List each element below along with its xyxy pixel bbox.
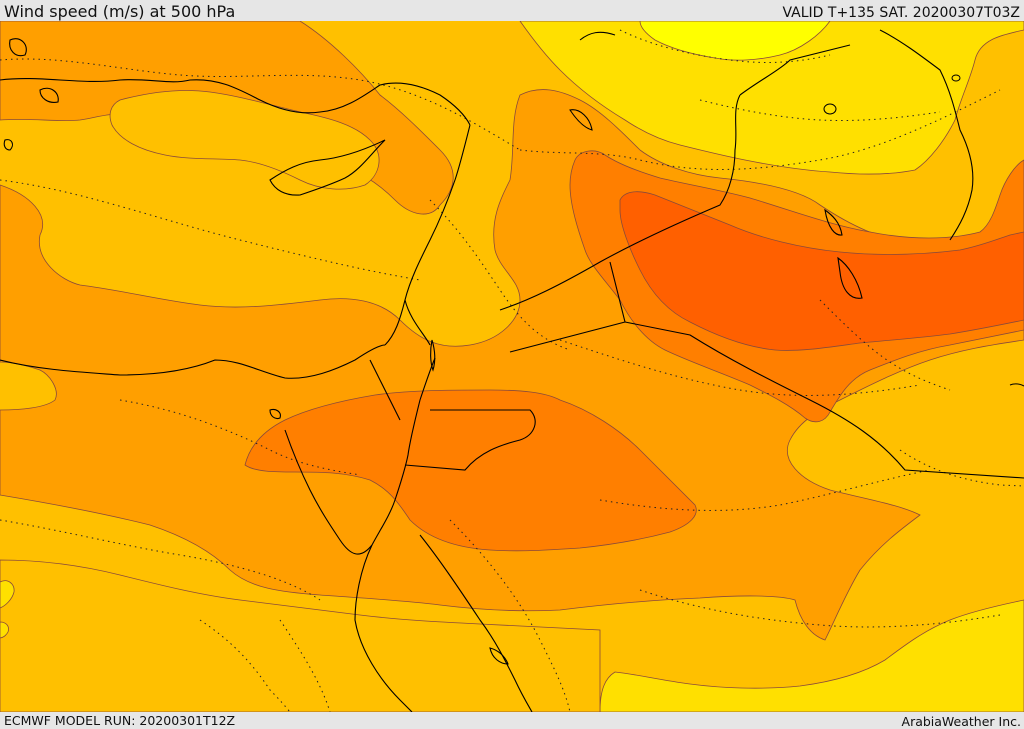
small-lake	[823, 103, 837, 115]
map-title: Wind speed (m/s) at 500 hPa	[4, 2, 236, 21]
header-bar: Wind speed (m/s) at 500 hPa VALID T+135 …	[0, 0, 1024, 21]
small-lake	[951, 74, 961, 82]
model-run-label: ECMWF MODEL RUN: 20200301T12Z	[4, 713, 236, 728]
footer-bar: ECMWF MODEL RUN: 20200301T12Z ArabiaWeat…	[0, 712, 1024, 729]
wind-band-30-33-south	[244, 389, 697, 552]
wind-band-21-24-north	[519, 21, 1024, 175]
wind-band-24-27-turkey	[109, 90, 380, 190]
wind-band-21-24-south	[599, 599, 1024, 712]
wind-speed-map[interactable]	[0, 21, 1024, 712]
wind-cell-18-21-west	[0, 580, 15, 609]
valid-time-label: VALID T+135 SAT. 20200307T03Z	[782, 5, 1020, 21]
coastlines-borders	[0, 29, 1024, 712]
wind-band-33-36-core	[619, 191, 1024, 351]
dotted-isolines	[0, 29, 1024, 712]
wind-cell-18-21-west-small	[0, 621, 9, 639]
wind-band-24-27-southwest	[0, 559, 601, 712]
credit-label: ArabiaWeather Inc.	[901, 714, 1021, 729]
